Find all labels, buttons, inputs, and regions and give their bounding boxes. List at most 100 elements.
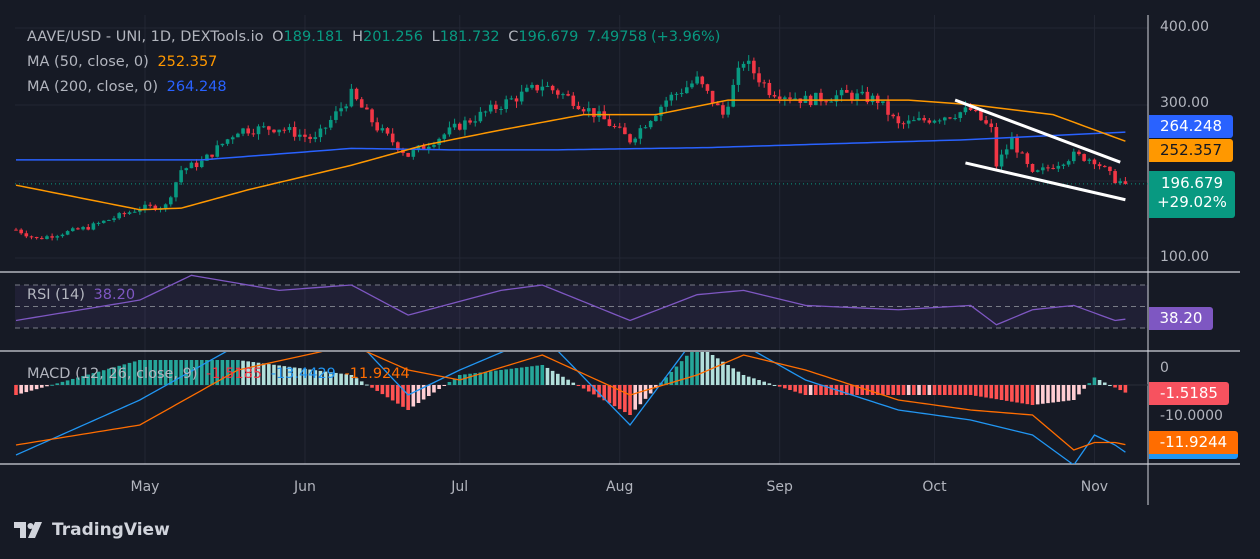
candle (303, 134, 307, 137)
macd-histogram-bar (215, 360, 220, 385)
macd-histogram-bar (814, 385, 818, 395)
candle (669, 94, 674, 101)
macd-histogram-bar (179, 360, 183, 385)
ma50-legend[interactable]: MA (50, close, 0) 252.357 (27, 54, 221, 70)
time-axis-label: Jun (294, 479, 316, 495)
tradingview-logo-icon (14, 522, 42, 538)
candle (1123, 181, 1128, 184)
macd-histogram-bar (937, 385, 942, 395)
candle (690, 83, 694, 88)
candle (205, 154, 209, 161)
candle (163, 204, 168, 209)
candle (344, 106, 349, 109)
macd-histogram-bar (638, 385, 643, 405)
rsi-line (15, 274, 1126, 326)
macd-histogram-bar (488, 371, 493, 385)
change-pct: (+3.96%) (650, 29, 721, 45)
candle (953, 117, 957, 119)
rsi-value: 38.20 (93, 287, 136, 303)
time-axis-label: Aug (606, 479, 634, 495)
macd-histogram-bar (891, 385, 895, 395)
candle (762, 82, 766, 84)
macd-histogram-bar (1010, 385, 1014, 402)
candle (530, 84, 534, 88)
candle (881, 101, 885, 104)
candle (375, 122, 379, 131)
macd-histogram-bar (359, 381, 364, 385)
last-price-tag: 196.679 +29.02% (1149, 171, 1235, 218)
macd-histogram-bar (375, 385, 379, 391)
macd-histogram-bar (251, 362, 256, 385)
candle (979, 110, 983, 121)
ma50-price-tag: 252.357 (1149, 139, 1233, 162)
candle (1015, 137, 1019, 153)
macd-histogram-bar (762, 381, 766, 385)
macd-histogram-bar (715, 358, 720, 385)
macd-histogram-bar (1118, 385, 1123, 391)
candle (60, 234, 65, 237)
candle (685, 87, 689, 94)
candle (746, 60, 751, 64)
candle (1041, 167, 1045, 171)
macd-histogram-bar (334, 372, 338, 385)
macd-histogram-bar (432, 385, 436, 393)
candle (566, 94, 570, 96)
macd-histogram-bar (463, 374, 467, 385)
macd-histogram-bar (282, 366, 287, 385)
macd-histogram-bar (1082, 385, 1086, 389)
candle (1077, 151, 1081, 155)
candle (922, 118, 926, 121)
macd-histogram-bar (328, 372, 333, 385)
macd-histogram-bar (70, 378, 75, 385)
candle (592, 108, 596, 118)
candle (421, 145, 426, 149)
ma200-legend[interactable]: MA (200, close, 0) 264.248 (27, 79, 231, 95)
candle (272, 129, 276, 133)
candle (298, 134, 302, 137)
candle (1051, 167, 1055, 169)
candle (323, 127, 328, 129)
candle (390, 133, 395, 143)
macd-legend[interactable]: MACD (12, 26, close, 9) -1.5185 -13.4429… (27, 366, 414, 382)
macd-histogram-bar (592, 385, 596, 395)
candle (973, 110, 978, 112)
macd-histogram-bar (679, 361, 684, 385)
candle (138, 209, 142, 212)
candle (1030, 163, 1035, 172)
macd-histogram-bar (695, 352, 699, 385)
macd-histogram-bar (1092, 377, 1097, 385)
macd-histogram-bar (1087, 383, 1092, 385)
macd-histogram-bar (1051, 385, 1055, 403)
macd-histogram-bar (148, 360, 152, 385)
macd-histogram-bar (370, 385, 374, 388)
macd-histogram-bar (674, 366, 679, 385)
macd-histogram-bar (927, 385, 932, 395)
macd-histogram-bar (437, 385, 441, 389)
candle (189, 162, 194, 169)
macd-histogram-bar (586, 385, 591, 392)
macd-histogram-bar (550, 370, 555, 385)
candle (937, 120, 942, 122)
macd-histogram-bar (318, 370, 323, 385)
macd-histogram-bar (669, 371, 674, 385)
candle (1056, 165, 1061, 169)
candle (411, 150, 416, 157)
macd-histogram-bar (91, 373, 96, 385)
macd-histogram-bar (736, 371, 741, 385)
time-axis-label: Nov (1080, 479, 1109, 495)
candle (225, 139, 230, 144)
candle (855, 93, 859, 101)
macd-histogram-bar (685, 355, 689, 385)
rsi-legend[interactable]: RSI (14) 38.20 (27, 287, 139, 303)
macd-histogram-bar (597, 385, 601, 398)
macd-histogram-bar (870, 385, 875, 395)
macd-histogram-bar (1004, 385, 1009, 401)
candle (1097, 164, 1102, 167)
macd-histogram-bar (76, 377, 80, 385)
rsi-tag: 38.20 (1149, 307, 1213, 330)
macd-histogram-bar (881, 385, 885, 395)
candle (349, 88, 354, 107)
candle (865, 91, 870, 103)
tradingview-logo[interactable]: TradingView (14, 520, 170, 540)
